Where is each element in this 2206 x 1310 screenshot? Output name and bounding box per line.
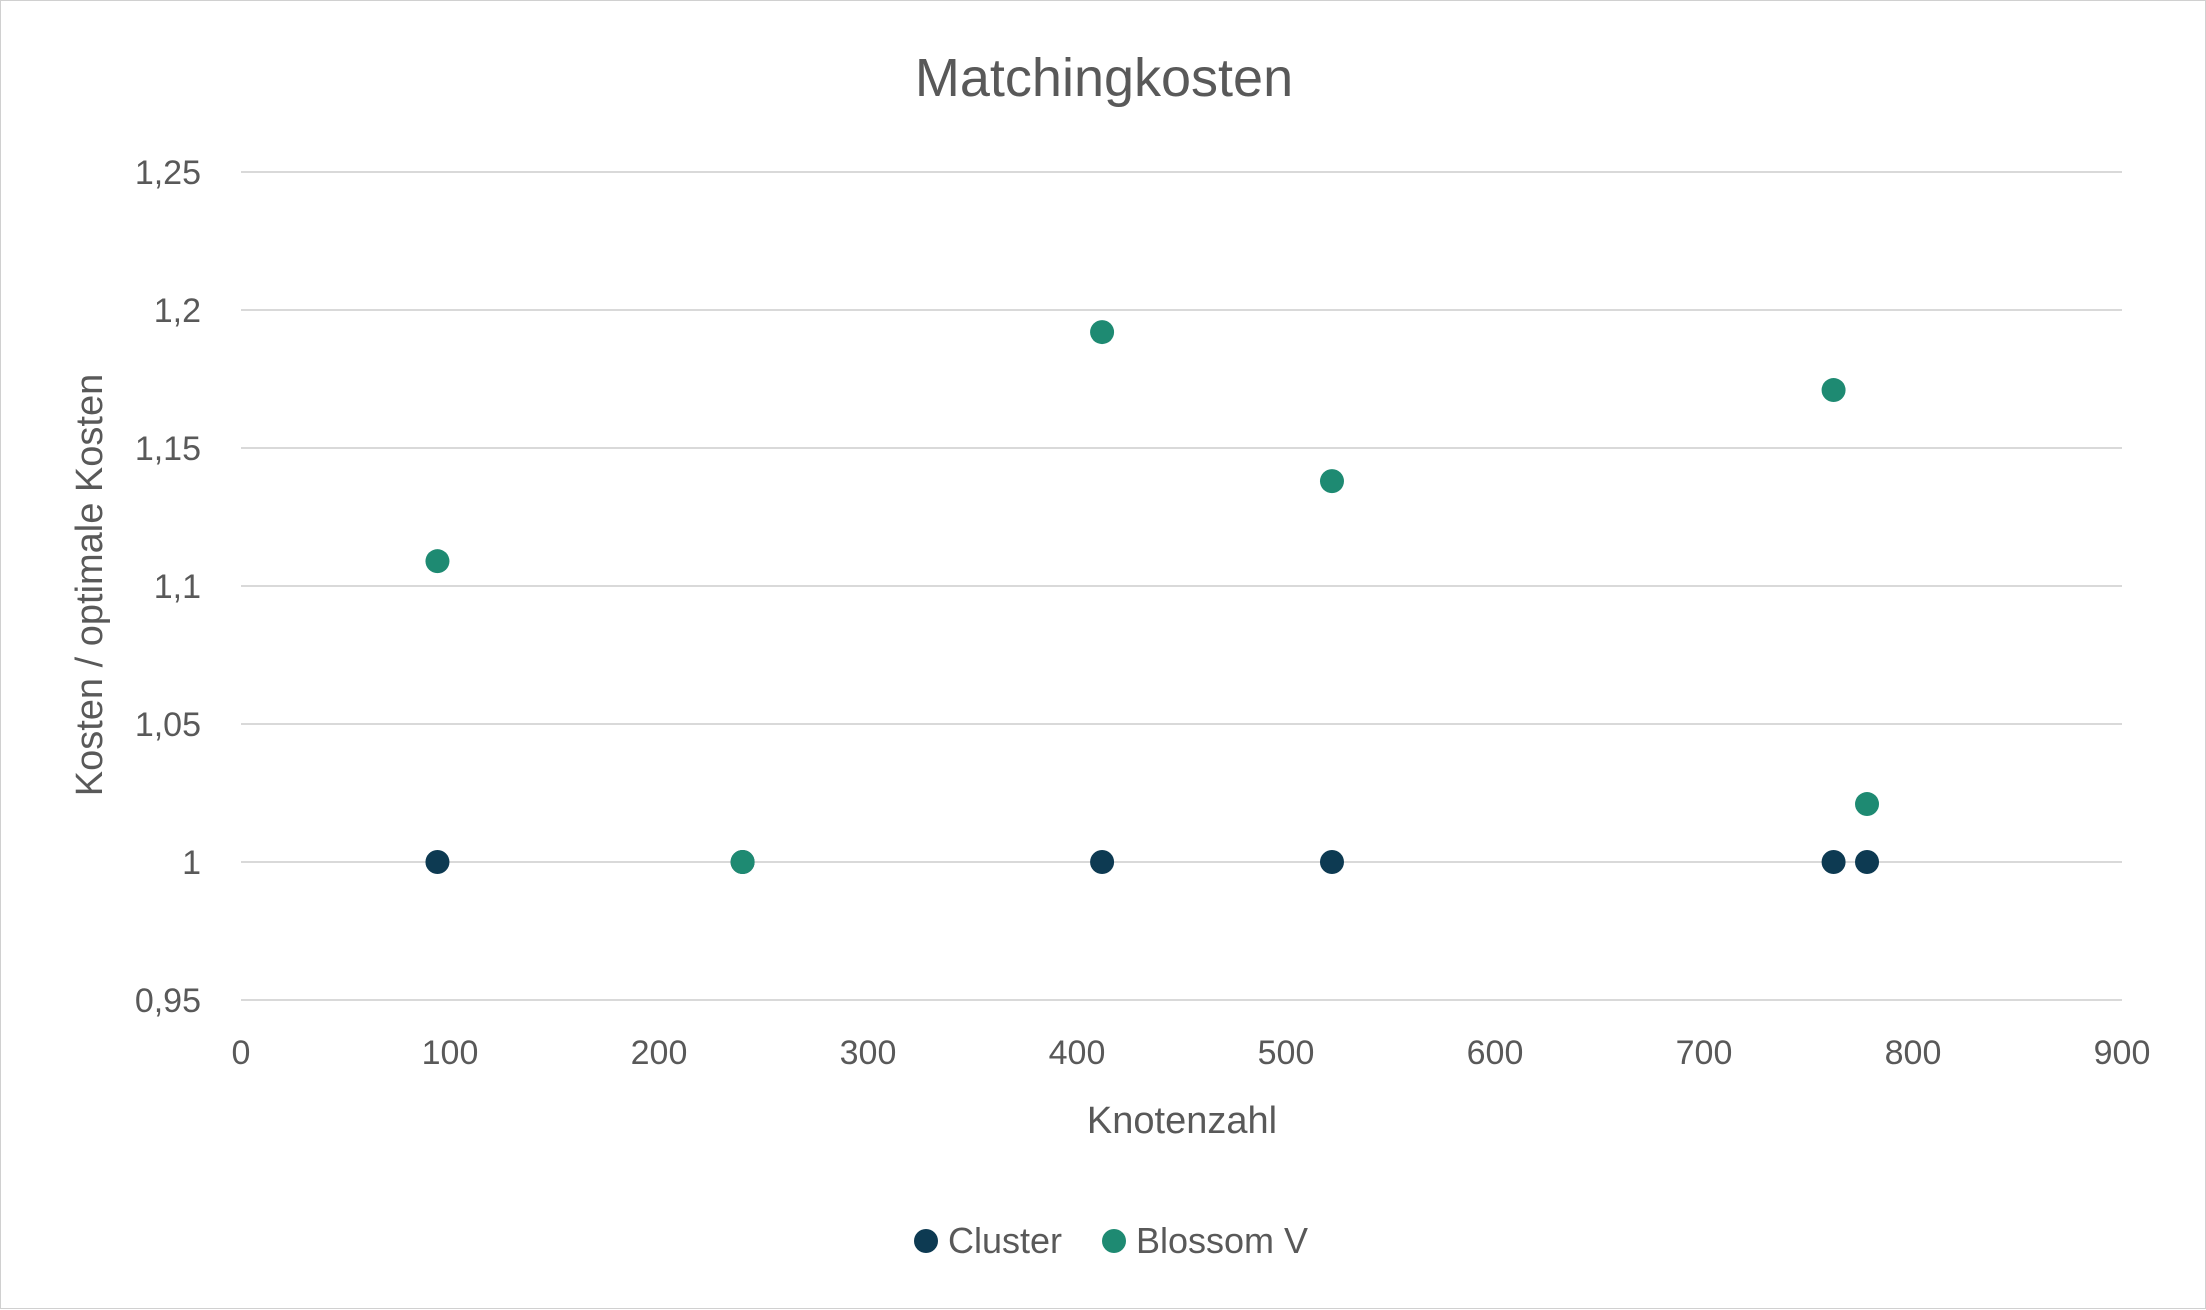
y-tick-label: 1,15 — [135, 430, 201, 468]
data-point — [730, 850, 755, 874]
data-point — [1090, 320, 1115, 345]
x-tick-label: 900 — [2094, 1034, 2151, 1072]
x-tick-label: 100 — [422, 1034, 479, 1072]
x-tick-label: 400 — [1049, 1034, 1106, 1072]
series-blossom-v — [425, 320, 1880, 874]
legend: Cluster Blossom V — [914, 1220, 1308, 1261]
y-axis-ticks: 0,95 1 1,05 1,1 1,15 1,2 1,25 — [135, 154, 201, 1020]
y-tick-label: 1 — [182, 844, 201, 882]
legend-label: Blossom V — [1136, 1220, 1308, 1261]
data-point — [1855, 792, 1880, 817]
y-axis-title: Kosten / optimale Kosten — [69, 374, 111, 796]
x-tick-label: 0 — [232, 1034, 251, 1072]
data-point — [1319, 850, 1344, 874]
y-tick-label: 1,1 — [154, 568, 201, 606]
legend-item: Blossom V — [1102, 1220, 1308, 1261]
y-tick-label: 1,25 — [135, 154, 201, 192]
x-axis-ticks: 0 100 200 300 400 500 600 700 800 900 — [232, 1034, 2151, 1072]
data-point — [425, 549, 450, 574]
chart-title: Matchingkosten — [915, 48, 1293, 108]
gridlines — [241, 171, 2122, 1001]
x-tick-label: 300 — [840, 1034, 897, 1072]
y-tick-label: 1,2 — [154, 292, 201, 330]
x-tick-label: 600 — [1467, 1034, 1524, 1072]
y-tick-label: 0,95 — [135, 982, 201, 1020]
data-point — [1090, 850, 1115, 874]
x-axis-title: Knotenzahl — [1087, 1100, 1277, 1142]
x-tick-label: 700 — [1676, 1034, 1733, 1072]
x-tick-label: 800 — [1885, 1034, 1942, 1072]
x-tick-label: 200 — [631, 1034, 688, 1072]
legend-marker — [1102, 1229, 1126, 1253]
data-point — [1821, 850, 1846, 874]
x-tick-label: 500 — [1258, 1034, 1315, 1072]
data-point — [1319, 469, 1344, 494]
y-tick-label: 1,05 — [135, 706, 201, 744]
data-points — [425, 320, 1880, 874]
data-point — [1821, 378, 1846, 403]
data-point — [425, 850, 450, 874]
legend-item: Cluster — [914, 1220, 1062, 1261]
data-point — [1855, 850, 1880, 874]
legend-label: Cluster — [948, 1220, 1062, 1261]
legend-marker — [914, 1229, 938, 1253]
